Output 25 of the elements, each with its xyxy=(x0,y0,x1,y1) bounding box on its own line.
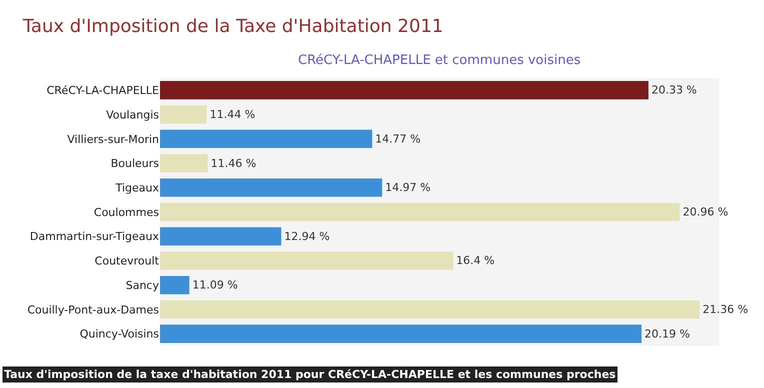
y-tick-label: Quincy-Voisins xyxy=(80,328,160,341)
data-label: 12.94 % xyxy=(284,230,330,243)
y-tick-label: CRéCY-LA-CHAPELLE xyxy=(46,84,160,98)
y-tick-label: Coutevroult xyxy=(94,254,160,268)
y-tick-label: Couilly-Pont-aux-Dames xyxy=(27,303,160,316)
y-tick-label: Voulangis xyxy=(106,108,160,122)
data-label: 20.33 % xyxy=(651,84,697,97)
data-label: 14.77 % xyxy=(375,132,421,146)
y-tick-label: Villiers-sur-Morin xyxy=(67,132,160,146)
data-label: 20.96 % xyxy=(682,206,728,218)
data-label: 21.36 % xyxy=(702,302,748,316)
y-tick-label: Tigeaux xyxy=(114,181,160,194)
text: Taux d'imposition de la taxe d'habitation 2011 pour CRéCY-LA-CHAPELLE et les communes proches xyxy=(4,368,616,381)
y-tick-label: Sancy xyxy=(126,278,160,292)
data-label: 11.46 % xyxy=(210,156,256,170)
data-label: 20.19 % xyxy=(644,327,690,340)
chart-subtitle: CRéCY-LA-CHAPELLE et communes voisines xyxy=(298,53,581,68)
y-tick-label: Coulommes xyxy=(94,206,160,219)
data-label: 11.44 % xyxy=(210,108,256,122)
data-label: 16.4 % xyxy=(456,254,495,268)
data-label: 11.09 % xyxy=(192,278,238,292)
y-tick-label: Bouleurs xyxy=(110,157,160,170)
data-label: 14.97 % xyxy=(385,181,431,194)
y-tick-label: Dammartin-sur-Tigeaux xyxy=(30,230,160,244)
chart-title: Taux d'Imposition de la Taxe d'Habitation 2011 xyxy=(22,16,444,37)
